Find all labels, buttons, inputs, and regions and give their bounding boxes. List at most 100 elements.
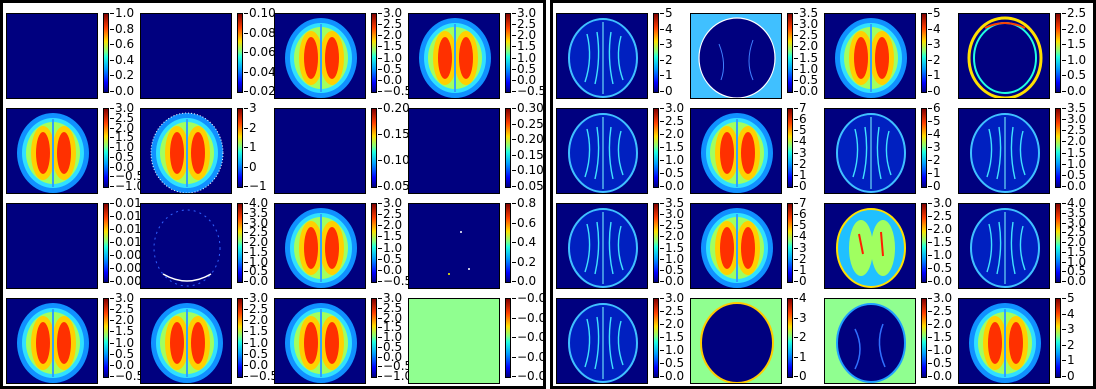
colorbar-tick-label: 0.0	[660, 370, 684, 382]
left-subplot-image	[408, 13, 500, 99]
colorbar-tick-label: 2	[244, 122, 257, 134]
colorbar-tick-label: 0.0	[378, 264, 402, 276]
colorbar-tick-label: 2	[794, 253, 807, 265]
right-subplot-image	[824, 298, 916, 384]
colorbar-tick-label: 0.4	[512, 236, 536, 248]
colorbar-tick-label: 2.5	[794, 29, 818, 41]
colorbar-tick-labels: 3.0 2.5 2.0 1.5 1.0 0.5 0.0 −0.5	[378, 7, 418, 97]
colorbar-tick-label: 0.0	[660, 275, 684, 287]
colorbar-tick-label: 1	[794, 264, 807, 276]
colorbar-tick-label: −0.0050	[512, 351, 543, 363]
colorbar	[1055, 108, 1061, 188]
colorbar-tick-label: 0.00	[110, 262, 142, 274]
colorbar-tick-label: 2.5	[928, 305, 952, 317]
left-subplot: −0.0044 −0.0046 −0.0048 −0.0050 −0.0052	[408, 292, 543, 384]
colorbar-tick-label: −1.0	[378, 370, 412, 382]
colorbar-tick-label: −0.5	[110, 370, 144, 382]
colorbar-tick-labels: 5 4 3 2 1 0	[1062, 292, 1093, 382]
colorbar-tick-label: 1.0	[110, 337, 134, 349]
colorbar-tick-label: 3.0	[794, 18, 818, 30]
colorbar-tick-label: −1.0	[110, 180, 144, 192]
colorbar-tick-label: 2.0	[1062, 23, 1086, 35]
colorbar-tick-label: 0.01	[110, 236, 142, 248]
colorbar-tick-label: 0	[928, 180, 941, 192]
right-subplot: 5 4 3 2 1 0	[824, 7, 958, 99]
colorbar-tick-labels: 5 4 3 2 1 0	[660, 7, 700, 97]
colorbar-tick-label: 6	[794, 208, 807, 220]
colorbar-tick-labels: 3.0 2.5 2.0 1.5 1.0 0.5 0.0 −0.5 −1.0	[378, 292, 418, 382]
left-subplot-image	[274, 13, 366, 99]
colorbar-tick-label: 2.5	[512, 18, 536, 30]
colorbar-tick-label: 1.5	[660, 331, 684, 343]
colorbar-tick-label: 2.0	[512, 29, 536, 41]
colorbar-tick-label: 1.5	[110, 325, 134, 337]
colorbar-tick-label: 2.5	[660, 305, 684, 317]
colorbar-tick-label: 3	[1062, 323, 1075, 335]
colorbar-tick-label: 0.0	[512, 74, 536, 86]
colorbar-tick-label: 2.5	[378, 18, 402, 30]
colorbar	[921, 203, 927, 283]
colorbar	[371, 13, 377, 93]
colorbar-tick-label: 0.0	[1062, 180, 1086, 192]
colorbar-tick-label: 0.0	[244, 275, 268, 287]
colorbar-tick-label: 1.0	[512, 52, 536, 64]
colorbar	[653, 108, 659, 188]
colorbar	[787, 13, 793, 93]
colorbar-tick-label: 4	[794, 292, 807, 304]
colorbar-tick-label: 0.0	[928, 370, 952, 382]
colorbar-tick-labels: 3.0 2.5 2.0 1.5 1.0 0.5 0.0	[928, 197, 968, 287]
colorbar-tick-label: 0.5	[794, 74, 818, 86]
colorbar-tick-label: 7	[794, 102, 807, 114]
colorbar-tick-label: 2.5	[110, 303, 134, 315]
colorbar-tick-label: 2.5	[1062, 124, 1086, 136]
colorbar-tick-label: 1.5	[378, 40, 402, 52]
colorbar-tick-label: 3.0	[378, 7, 402, 19]
colorbar-tick-label: 0.10	[378, 154, 410, 166]
colorbar-tick-label: 2.5	[660, 219, 684, 231]
colorbar-tick-label: 1	[794, 351, 807, 363]
colorbar-tick-labels: 0.01 0.01 0.01 0.01 0.00 0.00 0.00	[110, 197, 150, 287]
colorbar-tick-label: 0.00	[110, 249, 142, 261]
colorbar-tick-label: 4	[928, 23, 941, 35]
colorbar-tick-label: 1.0	[110, 7, 134, 19]
colorbar-tick-label: 0.2	[512, 256, 536, 268]
right-subplot: 4 3 2 1 0	[690, 292, 824, 384]
colorbar-tick-label: 0.5	[244, 348, 268, 360]
colorbar-tick-labels: 3.5 3.0 2.5 2.0 1.5 1.0 0.5 0.0	[794, 7, 834, 97]
colorbar-tick-label: 0.06	[244, 46, 276, 58]
colorbar-tick-labels: 3.0 2.5 2.0 1.5 1.0 0.5 0.0 −0.5	[110, 292, 150, 382]
colorbar-tick-label: 1	[928, 69, 941, 81]
colorbar-tick-label: 2.0	[244, 314, 268, 326]
colorbar-tick-label: 0	[794, 275, 807, 287]
colorbar-tick-label: −0.5	[512, 85, 543, 97]
right-subplot: 5 4 3 2 1 0	[958, 292, 1092, 384]
left-subplot: 3.0 2.5 2.0 1.5 1.0 0.5 0.0 −0.5	[274, 7, 412, 99]
colorbar-tick-label: 5	[928, 115, 941, 127]
colorbar-tick-label: 1.0	[378, 242, 402, 254]
colorbar-tick-label: 0.5	[660, 167, 684, 179]
colorbar-tick-labels: 2.5 2.0 1.5 1.0 0.5 0.0	[1062, 7, 1093, 97]
colorbar-tick-labels: 3 2 1 0 −1	[244, 102, 284, 192]
colorbar-tick-label: 0.10	[244, 7, 276, 19]
colorbar-tick-label: 0.4	[110, 54, 134, 66]
colorbar-tick-labels: −0.0044 −0.0046 −0.0048 −0.0050 −0.0052	[512, 292, 543, 382]
colorbar-tick-label: 3	[244, 102, 257, 114]
colorbar-tick-label: 1.5	[928, 331, 952, 343]
left-subplot: 1.0 0.8 0.6 0.4 0.2 0.0	[6, 7, 140, 99]
colorbar-tick-label: 0.5	[378, 63, 402, 75]
right-subplot: 5 4 3 2 1 0	[556, 7, 690, 99]
colorbar-tick-label: 0.8	[512, 197, 536, 209]
colorbar-tick-labels: 3.0 2.5 2.0 1.5 1.0 0.5 0.0 −0.5 −1.0	[110, 102, 150, 192]
left-figure-panel: 1.0 0.8 0.6 0.4 0.2 0.0 0.10 0.08 0.06 0.04 0.02 3.…	[0, 0, 546, 389]
left-subplot: 3.0 2.5 2.0 1.5 1.0 0.5 0.0 −0.5	[140, 292, 278, 384]
colorbar-tick-label: 1.5	[244, 325, 268, 337]
colorbar-tick-label: 1.0	[928, 249, 952, 261]
colorbar-tick-label: −0.5	[378, 275, 412, 287]
right-subplot: 3.5 3.0 2.5 2.0 1.5 1.0 0.5 0.0	[958, 102, 1092, 194]
colorbar-tick-label: 0.0	[1062, 275, 1086, 287]
colorbar	[1055, 298, 1061, 378]
right-subplot-image	[824, 203, 916, 289]
right-subplot: 3.0 2.5 2.0 1.5 1.0 0.5 0.0	[556, 292, 690, 384]
